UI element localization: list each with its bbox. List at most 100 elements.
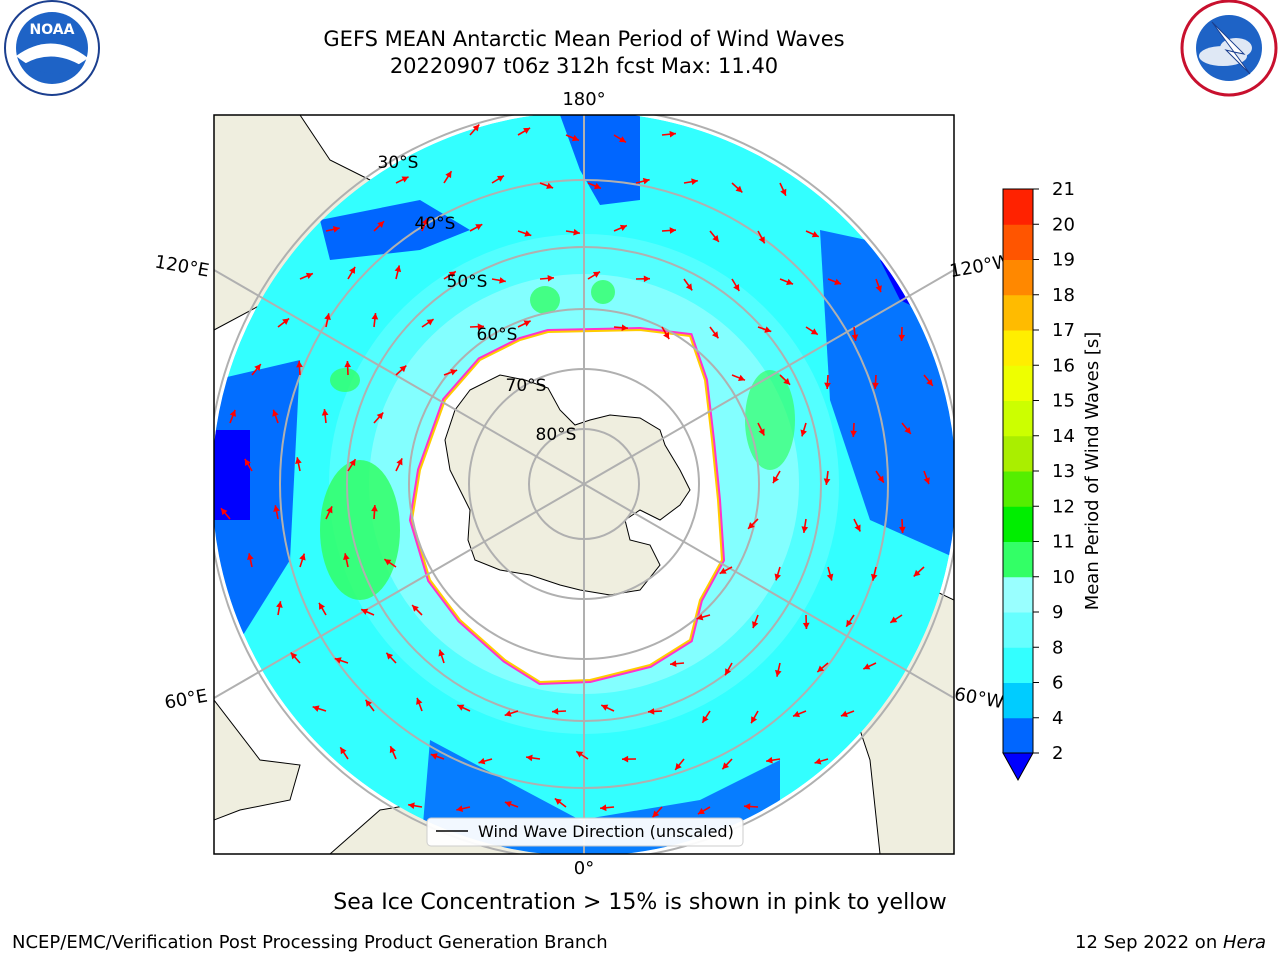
wind-wave-arrowhead: [800, 429, 807, 437]
wind-wave-arrowhead: [571, 134, 579, 142]
wind-wave-arrowhead: [592, 271, 600, 278]
wind-wave-arrowhead: [712, 331, 719, 339]
wind-wave-arrowhead: [863, 663, 871, 670]
wind-wave-arrowhead: [296, 361, 303, 368]
lon-label-60w: 60°W: [953, 684, 1006, 713]
wind-wave-arrowhead: [786, 278, 794, 285]
wind-wave-arrowhead: [334, 657, 342, 664]
lat-label-70s: 70°S: [506, 376, 547, 396]
wind-wave-arrowhead: [904, 426, 911, 434]
colorbar-tick-label: 12: [1052, 496, 1075, 517]
colorbar-bin: [1003, 647, 1033, 683]
noaa-logo: NOAA: [4, 0, 100, 96]
wind-wave-arrowhead: [725, 668, 732, 676]
wind-wave-arrowhead: [622, 755, 629, 763]
colorbar-tick-label: 6: [1052, 673, 1063, 694]
wind-wave-arrowhead: [748, 522, 755, 529]
colorbar: 2 4 6 8 9 10 11 12 13 14 15 16 17 18 19 20 21: [1002, 179, 1075, 782]
wind-wave-arrowhead: [377, 221, 385, 228]
wind-wave-arrowhead: [817, 665, 825, 673]
footer-credit: NCEP/EMC/Verification Post Processing Pr…: [12, 932, 608, 953]
wind-wave-arrowhead: [399, 365, 407, 373]
colorbar-bin: [1003, 435, 1033, 472]
wind-wave-arrowhead: [758, 428, 765, 436]
wind-wave-arrowhead: [244, 458, 251, 466]
noaa-logo-text: NOAA: [30, 22, 75, 38]
wind-wave-arrowhead: [384, 559, 392, 566]
wind-wave-arrowhead: [524, 230, 532, 237]
footer-date-text: 12 Sep 2022 on: [1075, 932, 1223, 953]
wind-wave-arrowhead: [426, 319, 434, 326]
wind-wave-arrowhead: [371, 313, 379, 320]
wind-wave-arrowhead: [801, 526, 809, 533]
wind-wave-arrowhead: [744, 803, 751, 810]
wind-wave-arrowhead: [913, 569, 921, 577]
wind-wave-arrowhead: [547, 274, 554, 282]
wind-wave-arrowhead: [875, 285, 882, 293]
wind-wave-arrowhead: [642, 177, 650, 185]
wind-wave-arrowhead: [456, 805, 464, 812]
wind-wave-arrowhead: [702, 715, 709, 723]
wind-wave-arrowhead: [326, 506, 333, 514]
wind-wave-arrowhead: [774, 669, 782, 677]
wind-wave-arrowhead: [824, 382, 831, 389]
wind-wave-arrowhead: [247, 553, 254, 561]
wind-wave-arrowhead: [826, 573, 834, 581]
wind-wave-arrowhead: [526, 754, 533, 762]
wind-wave-arrowhead: [546, 182, 554, 189]
wind-wave-arrowhead: [685, 283, 693, 291]
wind-wave-arrowhead: [371, 505, 378, 512]
wind-wave-arrowhead: [810, 328, 818, 335]
colorbar-bin: [1003, 541, 1033, 578]
colorbar-tick-label: 8: [1052, 637, 1063, 658]
wind-wave-arrowhead: [386, 652, 394, 660]
wind-wave-arrowhead: [780, 188, 787, 196]
wind-wave-arrowhead: [504, 710, 512, 717]
colorbar-tick-label: 13: [1052, 461, 1075, 482]
wind-wave-arrowhead: [643, 275, 650, 283]
wind-wave-arrowhead: [229, 409, 237, 417]
lat-label-40s: 40°S: [415, 214, 456, 234]
wind-wave-arrowhead: [401, 176, 409, 183]
wind-wave-arrowhead: [600, 804, 607, 812]
wind-wave-arrowhead: [319, 602, 325, 610]
wind-wave-arrowhead: [772, 476, 779, 484]
wind-wave-arrowhead: [923, 477, 930, 485]
lat-label-50s: 50°S: [447, 272, 488, 292]
wind-wave-arrowhead: [361, 608, 369, 615]
colorbar-bin: [1003, 330, 1033, 366]
wind-wave-arrowhead: [552, 708, 559, 715]
wind-wave-arrowhead: [389, 746, 396, 754]
wind-wave-arrowhead: [697, 808, 705, 815]
wind-wave-arrowhead: [593, 182, 601, 190]
wind-wave-arrowhead: [834, 278, 842, 285]
wind-wave-arrowhead: [601, 704, 609, 711]
colorbar-tick-label: 10: [1052, 567, 1075, 588]
wind-wave-arrowhead: [766, 756, 773, 764]
colorbar-tick-label: 16: [1052, 355, 1075, 376]
colorbar-bin: [1003, 400, 1033, 437]
graticule: [214, 115, 954, 854]
wind-wave-arrowhead: [752, 621, 759, 629]
lon-label-60e: 60°E: [163, 685, 209, 713]
footer-host: Hera: [1222, 932, 1266, 953]
lat-label-30s: 30°S: [378, 153, 419, 173]
wind-wave-arrowhead: [554, 798, 562, 805]
wind-wave-arrowhead: [814, 758, 822, 765]
colorbar-extend-triangle: [1002, 752, 1034, 782]
colorbar-tick-label: 2: [1052, 743, 1063, 764]
wind-wave-arrowhead: [663, 332, 670, 340]
wind-wave-arrowhead: [273, 505, 280, 512]
wind-wave-arrowhead: [416, 697, 423, 705]
wind-wave-arrowhead: [840, 710, 848, 717]
colorbar-tick-label: 21: [1052, 179, 1075, 200]
wind-wave-arrowhead: [477, 323, 484, 331]
wind-wave-arrowhead: [691, 178, 698, 185]
wind-wave-arrowhead: [846, 619, 853, 627]
colorbar-tick-label: 17: [1052, 320, 1075, 341]
wind-wave-arrowhead: [457, 704, 465, 711]
lat-label-60s: 60°S: [477, 325, 518, 345]
colorbar-tick-label: 18: [1052, 285, 1075, 306]
wind-wave-arrowhead: [898, 334, 906, 341]
